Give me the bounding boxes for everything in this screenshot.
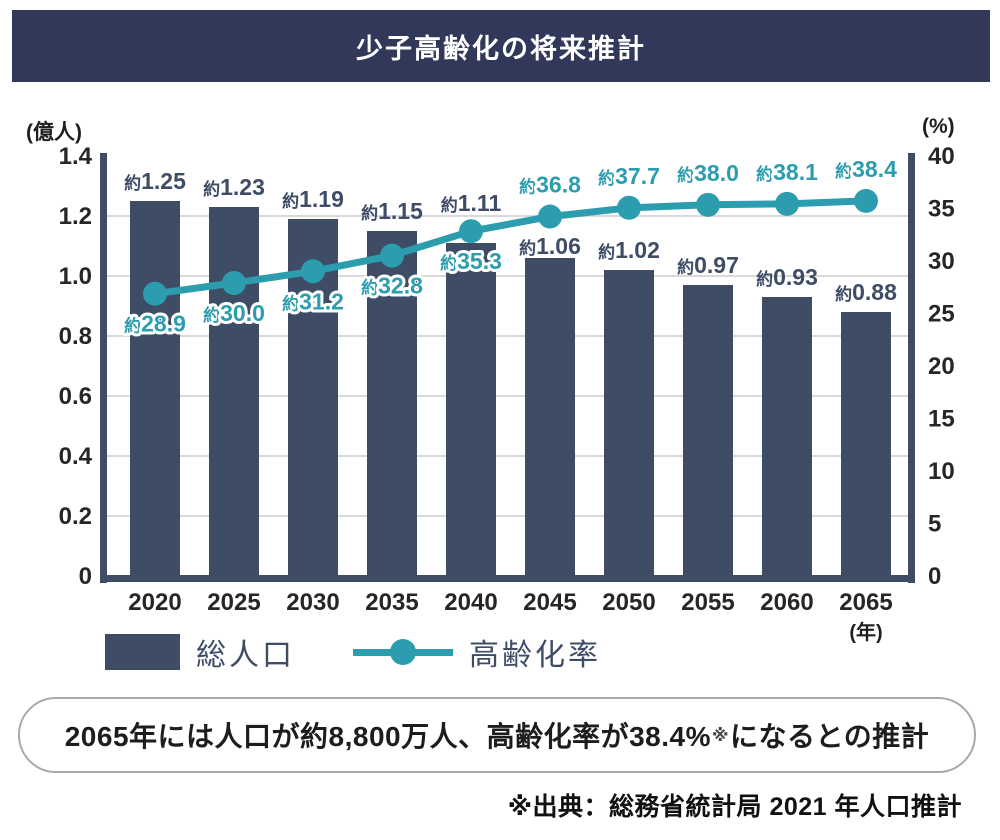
svg-text:約1.19: 約1.19 bbox=[282, 186, 344, 212]
svg-text:約38.1: 約38.1 bbox=[756, 159, 818, 185]
svg-text:1.0: 1.0 bbox=[59, 263, 92, 290]
svg-text:約1.23: 約1.23 bbox=[203, 174, 265, 200]
source-note: ※出典：総務省統計局 2021 年人口推計 bbox=[507, 793, 962, 821]
svg-text:約0.88: 約0.88 bbox=[835, 279, 897, 305]
svg-text:10: 10 bbox=[928, 458, 955, 485]
svg-text:20: 20 bbox=[928, 353, 955, 380]
svg-text:35: 35 bbox=[928, 196, 955, 223]
line-dot-icon bbox=[390, 638, 416, 665]
svg-text:0.6: 0.6 bbox=[59, 383, 92, 410]
svg-text:2045: 2045 bbox=[523, 589, 576, 616]
svg-text:25: 25 bbox=[928, 301, 955, 328]
callout-text-before: 2065年には人口が約8,800万人、高齢化率が38.4% bbox=[64, 721, 711, 752]
chart-title: 少子高齢化の将来推計 bbox=[356, 33, 646, 64]
svg-text:約0.97: 約0.97 bbox=[677, 252, 739, 278]
svg-text:0.8: 0.8 bbox=[59, 323, 92, 350]
reference-mark: ※ bbox=[712, 726, 730, 745]
svg-text:約31.2: 約31.2 bbox=[282, 288, 344, 314]
svg-text:2065: 2065 bbox=[839, 589, 892, 616]
svg-text:約35.3: 約35.3 bbox=[440, 248, 502, 274]
svg-text:約1.02: 約1.02 bbox=[598, 237, 660, 263]
svg-text:2030: 2030 bbox=[286, 589, 339, 616]
svg-text:30: 30 bbox=[928, 248, 955, 275]
legend-item-total-population: 総人口 bbox=[105, 630, 295, 674]
svg-text:0.2: 0.2 bbox=[59, 503, 92, 530]
x-axis-unit-label: (年) bbox=[849, 622, 883, 644]
left-axis-unit-label: (億人) bbox=[26, 121, 82, 144]
svg-text:約36.8: 約36.8 bbox=[519, 172, 581, 198]
legend-label-total-population: 総人口 bbox=[196, 639, 295, 672]
svg-text:約1.11: 約1.11 bbox=[441, 190, 502, 216]
callout-text-after: になるとの推計 bbox=[730, 721, 930, 752]
svg-text:0: 0 bbox=[79, 563, 92, 590]
bar-swatch-icon bbox=[105, 634, 180, 670]
title-band: 少子高齢化の将来推計 bbox=[12, 10, 990, 82]
svg-text:約1.15: 約1.15 bbox=[361, 198, 423, 224]
svg-text:2060: 2060 bbox=[760, 589, 813, 616]
right-axis-unit-label: (%) bbox=[922, 115, 955, 138]
svg-text:40: 40 bbox=[928, 143, 955, 170]
svg-text:約37.7: 約37.7 bbox=[598, 163, 660, 189]
legend-item-aging-rate: 高齢化率 bbox=[353, 630, 601, 674]
svg-text:1.4: 1.4 bbox=[59, 143, 93, 170]
svg-text:2025: 2025 bbox=[207, 589, 260, 616]
svg-text:2055: 2055 bbox=[681, 589, 734, 616]
svg-text:約38.0: 約38.0 bbox=[677, 160, 739, 186]
svg-text:1.2: 1.2 bbox=[59, 203, 92, 230]
svg-text:2035: 2035 bbox=[365, 589, 418, 616]
svg-text:15: 15 bbox=[928, 406, 955, 433]
svg-text:約38.4: 約38.4 bbox=[835, 156, 897, 182]
legend-label-aging-rate: 高齢化率 bbox=[469, 639, 601, 672]
svg-text:2050: 2050 bbox=[602, 589, 655, 616]
svg-text:約1.25: 約1.25 bbox=[124, 168, 186, 194]
svg-text:約1.06: 約1.06 bbox=[519, 233, 581, 259]
summary-callout-text: 2065年には人口が約8,800万人、高齢化率が38.4%※になるとの推計 bbox=[65, 715, 930, 755]
svg-text:約30.0: 約30.0 bbox=[203, 300, 265, 326]
svg-text:約32.8: 約32.8 bbox=[361, 273, 423, 299]
svg-text:5: 5 bbox=[928, 511, 941, 538]
svg-text:0: 0 bbox=[928, 563, 941, 590]
svg-text:0.4: 0.4 bbox=[59, 443, 93, 470]
summary-callout: 2065年には人口が約8,800万人、高齢化率が38.4%※になるとの推計 bbox=[18, 697, 976, 773]
line-swatch-icon bbox=[353, 638, 453, 665]
svg-text:2040: 2040 bbox=[444, 589, 497, 616]
svg-text:2020: 2020 bbox=[128, 589, 181, 616]
legend: 総人口 高齢化率 bbox=[105, 631, 601, 673]
svg-text:約28.9: 約28.9 bbox=[124, 311, 186, 337]
svg-text:約0.93: 約0.93 bbox=[756, 264, 818, 290]
